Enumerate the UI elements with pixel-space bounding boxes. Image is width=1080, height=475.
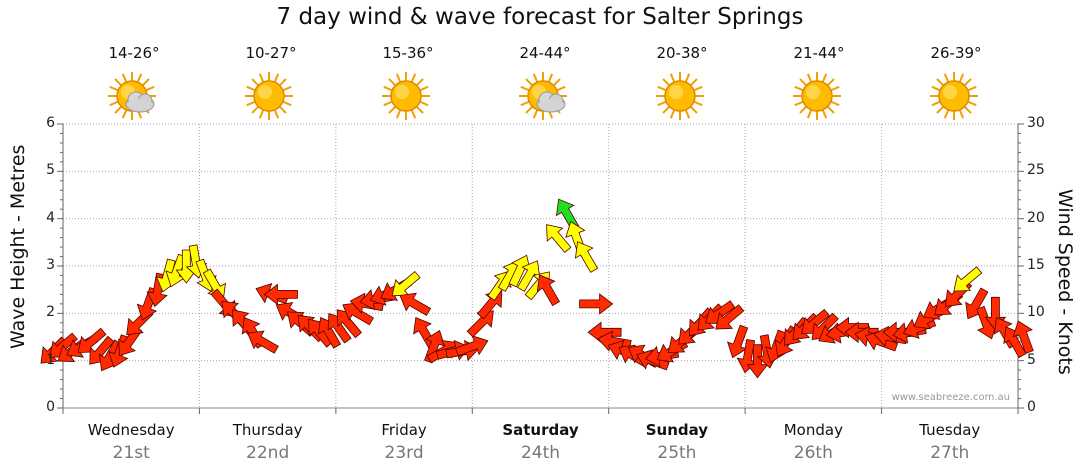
wind-arrow — [516, 260, 541, 292]
wind-arrow-shape — [391, 270, 421, 297]
right-tick-label: 25 — [1027, 162, 1045, 179]
wind-arrow — [391, 270, 421, 297]
wind-arrow — [263, 283, 298, 306]
day-date: 24th — [520, 443, 561, 463]
wind-arrow — [247, 330, 279, 354]
day-name: Friday — [381, 421, 427, 439]
left-tick-label: 6 — [46, 115, 55, 131]
wind-arrow — [546, 224, 572, 253]
wind-arrow-shape — [536, 274, 561, 307]
left-tick-label: 1 — [46, 351, 55, 368]
left-tick-label: 5 — [46, 162, 55, 179]
right-tick-label: 5 — [1027, 351, 1036, 368]
wind-arrow — [454, 335, 489, 357]
wind-arrow — [727, 324, 749, 359]
wind-arrow-shape — [579, 293, 614, 315]
wind-arrow — [746, 344, 769, 379]
wind-arrow — [536, 274, 561, 307]
wind-arrow — [574, 241, 599, 273]
wind-arrow-shape — [327, 313, 352, 344]
wind-arrow-shape — [342, 302, 375, 326]
left-axis-label: Wave Height - Metres — [7, 144, 29, 349]
wind-arrow-shape — [574, 241, 599, 273]
wind-arrow — [1012, 320, 1034, 354]
wind-arrow — [579, 293, 614, 315]
wind-arrow — [165, 253, 187, 288]
day-name: Monday — [783, 421, 843, 439]
day-date: 27th — [930, 443, 970, 463]
wind-arrow-shape — [746, 344, 769, 379]
wind-arrow — [715, 304, 745, 330]
wind-arrow — [327, 313, 352, 344]
sun-cloud-icon — [519, 72, 567, 120]
wind-arrow — [555, 198, 580, 231]
right-tick-label: 0 — [1027, 399, 1036, 415]
day-name: Wednesday — [87, 421, 175, 439]
wind-arrow-shape — [1012, 320, 1034, 354]
day-name: Thursday — [232, 421, 303, 439]
wind-arrow — [336, 309, 363, 339]
day-date: 26th — [793, 443, 833, 463]
sun-icon — [656, 72, 704, 120]
wind-arrow-shape — [727, 324, 749, 359]
chart-title: 7 day wind & wave forecast for Salter Sp… — [276, 4, 804, 30]
right-tick-label: 10 — [1027, 304, 1045, 321]
temperature-range: 21-44° — [793, 44, 845, 62]
wind-arrow-shape — [516, 260, 541, 292]
temperature-range: 26-39° — [930, 44, 982, 62]
sun-icon — [930, 72, 978, 120]
temperature-range: 15-36° — [382, 44, 434, 62]
right-tick-label: 15 — [1027, 257, 1045, 273]
wind-arrow-shape — [263, 283, 298, 306]
right-tick-label: 30 — [1027, 115, 1045, 131]
day-date: 25th — [657, 443, 697, 463]
right-tick-label: 20 — [1027, 209, 1045, 226]
wind-arrow — [399, 292, 432, 316]
wind-arrow-shape — [715, 304, 745, 330]
wind-arrow — [953, 266, 983, 292]
sun-icon — [245, 72, 293, 120]
wind-arrow-shape — [953, 266, 983, 292]
watermark: www.seabreeze.com.au — [891, 392, 1010, 403]
wind-arrow-shape — [247, 330, 279, 354]
sun-icon — [382, 72, 430, 120]
right-axis-label: Wind Speed - Knots — [1054, 189, 1076, 375]
wind-arrow-shape — [546, 224, 572, 253]
sun-icon — [793, 72, 841, 120]
temperature-range: 10-27° — [245, 44, 297, 62]
left-tick-label: 3 — [46, 257, 55, 273]
left-tick-label: 4 — [46, 209, 55, 226]
wind-arrow — [508, 254, 531, 288]
wind-arrow-shape — [336, 309, 363, 339]
day-name: Saturday — [502, 421, 579, 439]
day-name: Tuesday — [919, 421, 981, 439]
left-tick-label: 0 — [46, 399, 55, 415]
temperature-range: 20-38° — [656, 44, 708, 62]
wind-arrow-shape — [454, 335, 489, 357]
wind-arrow — [342, 302, 375, 326]
left-tick-label: 2 — [46, 304, 55, 321]
day-name: Sunday — [645, 421, 709, 439]
wind-arrow-shape — [399, 292, 432, 316]
wind-arrow-shape — [508, 254, 531, 288]
day-date: 21st — [112, 443, 150, 463]
wind-arrow-shape — [555, 198, 580, 231]
temperature-range: 14-26° — [108, 44, 160, 62]
temperature-range: 24-44° — [519, 44, 571, 62]
day-date: 23rd — [384, 443, 424, 463]
wind-arrow-shape — [165, 253, 187, 288]
day-date: 22nd — [246, 443, 290, 463]
sun-cloud-icon — [108, 72, 156, 120]
